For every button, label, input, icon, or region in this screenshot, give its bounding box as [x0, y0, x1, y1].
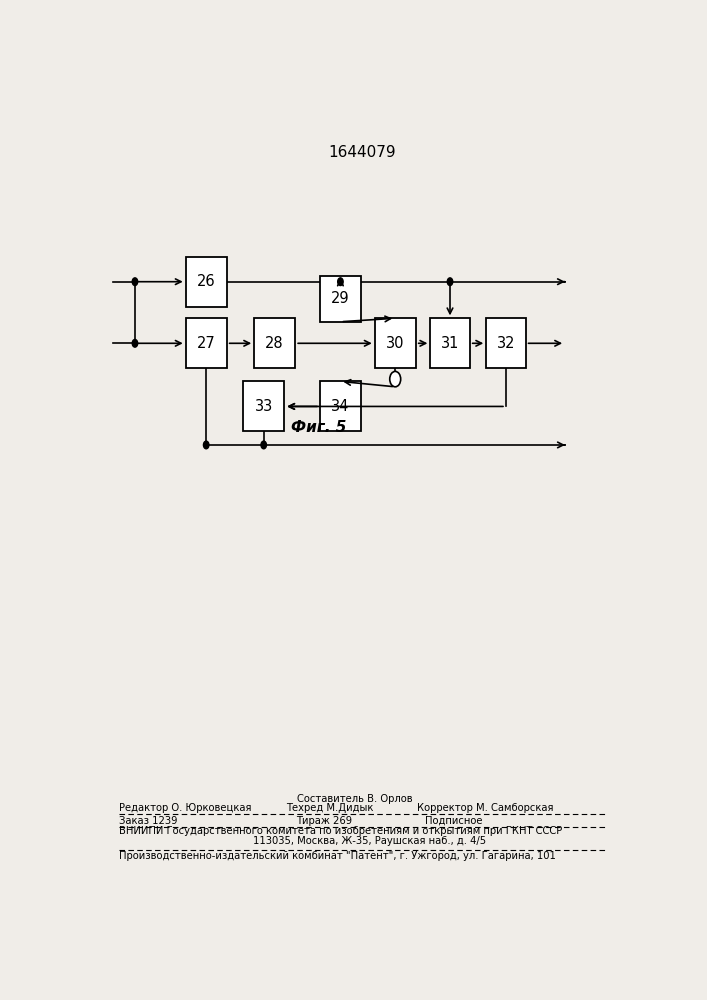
Bar — [243, 381, 284, 431]
Text: 1644079: 1644079 — [329, 145, 396, 160]
Text: 27: 27 — [197, 336, 216, 351]
Text: 113035, Москва, Ж-35, Раушская наб., д. 4/5: 113035, Москва, Ж-35, Раушская наб., д. … — [253, 836, 486, 846]
Text: Заказ 1239: Заказ 1239 — [119, 816, 177, 826]
Bar — [320, 381, 361, 431]
Bar — [186, 257, 227, 307]
Text: ВНИИПИ Государственного комитета по изобретениям и открытиям при ГКНТ СССР: ВНИИПИ Государственного комитета по изоб… — [119, 826, 562, 836]
Circle shape — [338, 278, 343, 286]
Text: Подписное: Подписное — [426, 816, 483, 826]
Circle shape — [261, 441, 267, 449]
Circle shape — [132, 339, 138, 347]
Text: 32: 32 — [496, 336, 515, 351]
Circle shape — [132, 278, 138, 286]
Bar — [186, 318, 227, 368]
Bar — [375, 318, 416, 368]
Bar — [431, 318, 469, 368]
Text: Корректор М. Самборская: Корректор М. Самборская — [417, 803, 554, 813]
Circle shape — [448, 278, 452, 286]
Text: 33: 33 — [255, 399, 273, 414]
Text: Редактор О. Юрковецкая: Редактор О. Юрковецкая — [119, 803, 251, 813]
Text: 30: 30 — [386, 336, 404, 351]
Bar — [320, 276, 361, 322]
Circle shape — [204, 441, 209, 449]
Text: Фиг. 5: Фиг. 5 — [291, 420, 346, 436]
Text: 26: 26 — [197, 274, 216, 289]
Bar — [254, 318, 296, 368]
Text: Составитель В. Орлов: Составитель В. Орлов — [297, 794, 412, 804]
Text: Тираж 269: Тираж 269 — [297, 816, 353, 826]
Text: Производственно-издательский комбинат "Патент", г. Ужгород, ул. Гагарина, 101: Производственно-издательский комбинат "П… — [119, 851, 556, 861]
Text: 34: 34 — [332, 399, 349, 414]
Bar — [486, 318, 525, 368]
Text: 29: 29 — [331, 291, 350, 306]
Text: 28: 28 — [265, 336, 284, 351]
Text: Техред М.Дидык: Техред М.Дидык — [286, 803, 373, 813]
Circle shape — [390, 371, 401, 387]
Text: 31: 31 — [441, 336, 459, 351]
